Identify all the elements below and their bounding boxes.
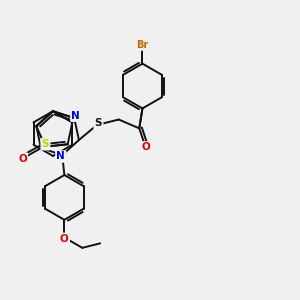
- Text: S: S: [42, 139, 49, 149]
- Text: O: O: [60, 234, 69, 244]
- Text: Br: Br: [136, 40, 148, 50]
- Text: O: O: [141, 142, 150, 152]
- Text: O: O: [18, 154, 27, 164]
- Text: S: S: [95, 118, 102, 128]
- Text: N: N: [71, 111, 80, 121]
- Text: N: N: [56, 152, 65, 161]
